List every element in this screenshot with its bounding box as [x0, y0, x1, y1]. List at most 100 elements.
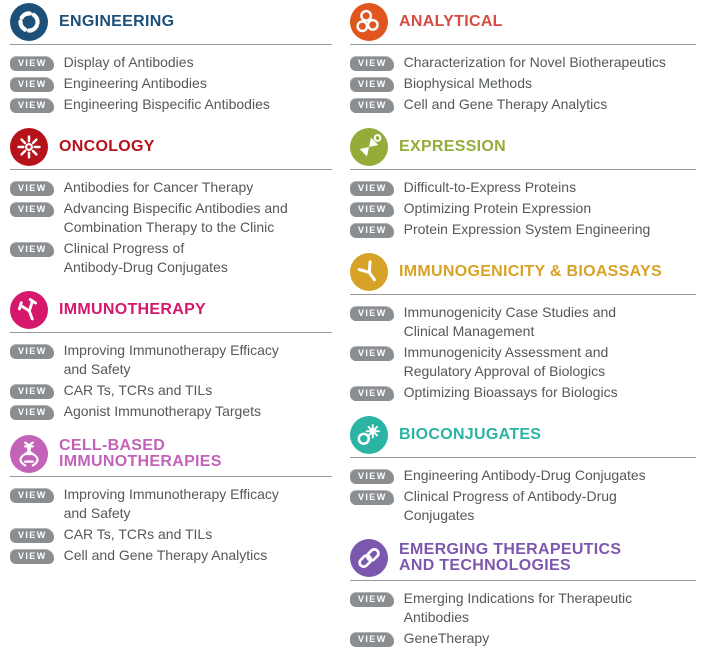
divider — [10, 44, 332, 45]
section-title: ONCOLOGY — [59, 138, 155, 155]
section-header: ONCOLOGY — [10, 128, 332, 166]
view-button[interactable]: VIEW — [350, 632, 394, 647]
divider — [350, 457, 696, 458]
list-item: VIEW Improving Immunotherapy Efficacy and… — [10, 485, 332, 523]
view-button[interactable]: VIEW — [10, 384, 54, 399]
antibody-y-icon — [350, 253, 388, 291]
view-button[interactable]: VIEW — [350, 56, 394, 71]
view-button[interactable]: VIEW — [10, 202, 54, 217]
session-title: Cell and Gene Therapy Analytics — [403, 96, 608, 112]
view-button[interactable]: VIEW — [10, 98, 54, 113]
session-title: Engineering Bispecific Antibodies — [63, 96, 270, 112]
view-button[interactable]: VIEW — [10, 77, 54, 92]
section-title: IMMUNOTHERAPY — [59, 301, 207, 318]
divider — [350, 294, 696, 295]
list-item: VIEW Clinical Progress of Antibody-Drug C… — [350, 487, 696, 525]
section-immunogenicity-bioassays: IMMUNOGENICITY & BIOASSAYS VIEW Immunoge… — [350, 253, 696, 404]
session-list: VIEW Improving Immunotherapy Efficacy and… — [10, 485, 332, 565]
section-emerging-therapeutics: EMERGING THERAPEUTICS AND TECHNOLOGIES VI… — [350, 539, 696, 650]
left-column: ENGINEERING VIEW Display of Antibodies V… — [10, 3, 332, 662]
view-button[interactable]: VIEW — [350, 181, 394, 196]
session-list: VIEW Emerging Indications for Therapeuti… — [350, 589, 696, 648]
chain-links-icon — [350, 539, 388, 577]
dna-helix-icon — [10, 435, 48, 473]
right-column: ANALYTICAL VIEW Characterization for Nov… — [350, 3, 696, 662]
session-title: Protein Expression System Engineering — [403, 221, 651, 237]
session-title: Characterization for Novel Biotherapeuti… — [403, 54, 666, 70]
session-title: Antibodies for Cancer Therapy — [63, 179, 254, 195]
session-title: Display of Antibodies — [63, 54, 194, 70]
divider — [10, 169, 332, 170]
divider — [350, 169, 696, 170]
view-button[interactable]: VIEW — [10, 181, 54, 196]
session-title: Clinical Progress of Antibody-Drug Conjug… — [63, 240, 228, 275]
list-item: VIEW GeneTherapy — [350, 629, 696, 648]
list-item: VIEW Antibodies for Cancer Therapy — [10, 178, 332, 197]
view-button[interactable]: VIEW — [350, 98, 394, 113]
view-button[interactable]: VIEW — [350, 202, 394, 217]
session-title: Biophysical Methods — [403, 75, 533, 91]
view-button[interactable]: VIEW — [10, 242, 54, 257]
session-list: VIEW Display of Antibodies VIEW Engineer… — [10, 53, 332, 114]
section-bioconjugates: BIOCONJUGATES VIEW Engineering Antibody-… — [350, 416, 696, 527]
view-button[interactable]: VIEW — [350, 386, 394, 401]
view-button[interactable]: VIEW — [10, 488, 54, 503]
session-list: VIEW Difficult-to-Express Proteins VIEW … — [350, 178, 696, 239]
list-item: VIEW Agonist Immunotherapy Targets — [10, 402, 332, 421]
section-title: EMERGING THERAPEUTICS AND TECHNOLOGIES — [399, 541, 622, 574]
view-button[interactable]: VIEW — [350, 77, 394, 92]
session-list: VIEW Characterization for Novel Biothera… — [350, 53, 696, 114]
session-title: Agonist Immunotherapy Targets — [63, 403, 262, 419]
list-item: VIEW Emerging Indications for Therapeuti… — [350, 589, 696, 627]
session-title: Engineering Antibody-Drug Conjugates — [403, 467, 646, 483]
list-item: VIEW Biophysical Methods — [350, 74, 696, 93]
section-header: EXPRESSION — [350, 128, 696, 166]
view-button[interactable]: VIEW — [350, 469, 394, 484]
section-title: BIOCONJUGATES — [399, 426, 542, 443]
session-title: Advancing Bispecific Antibodies and Combi… — [63, 200, 288, 235]
section-engineering: ENGINEERING VIEW Display of Antibodies V… — [10, 3, 332, 116]
session-title: Engineering Antibodies — [63, 75, 207, 91]
section-immunotherapy: IMMUNOTHERAPY VIEW Improving Immunothera… — [10, 291, 332, 423]
divider — [10, 476, 332, 477]
dna-expression-icon — [350, 128, 388, 166]
circular-arrows-icon — [10, 3, 48, 41]
view-button[interactable]: VIEW — [350, 346, 394, 361]
view-button[interactable]: VIEW — [10, 528, 54, 543]
session-title: CAR Ts, TCRs and TILs — [63, 526, 213, 542]
conjugate-molecule-icon — [350, 416, 388, 454]
list-item: VIEW Advancing Bispecific Antibodies and… — [10, 199, 332, 237]
session-title: Immunogenicity Case Studies and Clinical … — [403, 304, 617, 339]
session-list: VIEW Improving Immunotherapy Efficacy and… — [10, 341, 332, 421]
view-button[interactable]: VIEW — [350, 592, 394, 607]
section-header: EMERGING THERAPEUTICS AND TECHNOLOGIES — [350, 539, 696, 577]
view-button[interactable]: VIEW — [10, 405, 54, 420]
list-item: VIEW Cell and Gene Therapy Analytics — [10, 546, 332, 565]
section-header: IMMUNOGENICITY & BIOASSAYS — [350, 253, 696, 291]
session-title: CAR Ts, TCRs and TILs — [63, 382, 213, 398]
view-button[interactable]: VIEW — [350, 223, 394, 238]
session-title: Emerging Indications for Therapeutic Anti… — [403, 590, 633, 625]
view-button[interactable]: VIEW — [10, 56, 54, 71]
section-expression: EXPRESSION VIEW Difficult-to-Express Pro… — [350, 128, 696, 241]
view-button[interactable]: VIEW — [10, 344, 54, 359]
list-item: VIEW Cell and Gene Therapy Analytics — [350, 95, 696, 114]
list-item: VIEW Engineering Antibodies — [10, 74, 332, 93]
view-button[interactable]: VIEW — [10, 549, 54, 564]
section-title: IMMUNOGENICITY & BIOASSAYS — [399, 263, 662, 280]
list-item: VIEW Immunogenicity Assessment and Regula… — [350, 343, 696, 381]
section-analytical: ANALYTICAL VIEW Characterization for Nov… — [350, 3, 696, 116]
view-button[interactable]: VIEW — [350, 306, 394, 321]
view-button[interactable]: VIEW — [350, 490, 394, 505]
list-item: VIEW Display of Antibodies — [10, 53, 332, 72]
section-header: BIOCONJUGATES — [350, 416, 696, 454]
section-title: EXPRESSION — [399, 138, 507, 155]
section-title: ENGINEERING — [59, 13, 175, 30]
list-item: VIEW Protein Expression System Engineeri… — [350, 220, 696, 239]
list-item: VIEW Engineering Antibody-Drug Conjugate… — [350, 466, 696, 485]
section-cell-based-immunotherapies: CELL-BASED IMMUNOTHERAPIES VIEW Improving… — [10, 435, 332, 567]
session-title: Clinical Progress of Antibody-Drug Conjug… — [403, 488, 617, 523]
session-title: Difficult-to-Express Proteins — [403, 179, 577, 195]
section-title: ANALYTICAL — [399, 13, 503, 30]
